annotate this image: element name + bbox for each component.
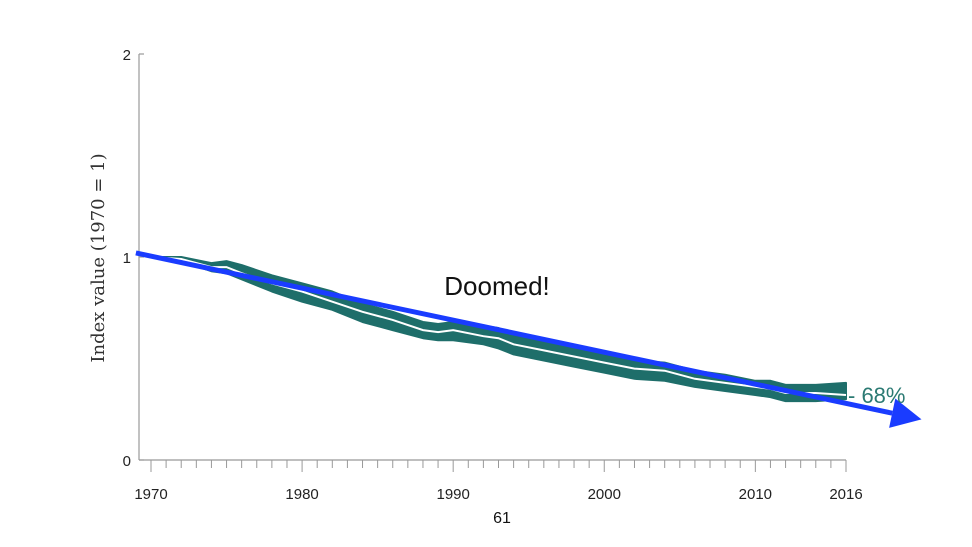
- y-axis-label: Index value (1970 = 1): [88, 153, 109, 362]
- y-tick-label: 0: [123, 453, 131, 470]
- page-number: 61: [493, 510, 511, 527]
- trend-arrow-group: [135, 250, 922, 428]
- x-tick-label: 2000: [588, 486, 621, 503]
- y-tick-label: 2: [123, 47, 131, 64]
- x-tick-label: 2010: [739, 486, 772, 503]
- x-tick-label: 1970: [134, 486, 167, 503]
- x-tick-label: 2016: [829, 486, 862, 503]
- change-label: - 68%: [848, 383, 905, 408]
- x-tick-label: 1980: [285, 486, 318, 503]
- y-tick-label: 1: [123, 250, 131, 267]
- trend-arrow-head: [889, 398, 922, 428]
- chart-axes: 0 1 2 1970 1980 1990 2000 2010 2016: [123, 47, 863, 503]
- trend-arrow-line: [135, 250, 893, 416]
- annotation-doomed: Doomed!: [444, 271, 550, 301]
- x-tick-label: 1990: [436, 486, 469, 503]
